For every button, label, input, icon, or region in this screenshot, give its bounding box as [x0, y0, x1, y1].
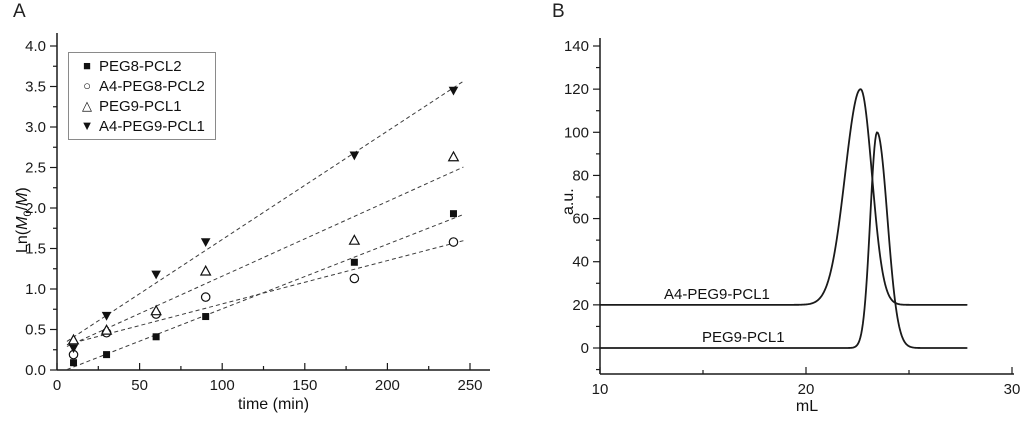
y-axis-label-ln: Ln(M0/M)	[14, 187, 34, 253]
legend-label: PEG8-PCL2	[99, 57, 182, 75]
kinetics-plot: 0 50 100 150 200 250 0.0 0.5 1.0 1.5 2.0 2.5 3.0 3.5 4…	[25, 33, 490, 394]
legend-label: A4-PEG8-PCL2	[99, 77, 205, 95]
y-tick-label: 40	[572, 254, 589, 271]
series-A4-PEG9-PCL1	[68, 86, 459, 354]
y-tick-label: 3.0	[25, 119, 46, 136]
series-PEG9-PCL1	[67, 150, 460, 345]
ylabel-part: 0	[22, 210, 35, 217]
fit-line-PEG8-PCL2	[66, 214, 464, 371]
circle-open-marker-icon: ○	[83, 78, 91, 93]
y-tick-label: 1.5	[25, 241, 46, 258]
y-tick-label: 80	[572, 167, 589, 184]
y-tick-label: 0.5	[25, 322, 46, 339]
ylabel-part: )	[14, 187, 31, 193]
gpc-curve-PEG9-PCL1	[599, 131, 968, 349]
fit-line-A4-PEG9-PCL1	[66, 80, 464, 342]
x-tick-label: 250	[457, 377, 482, 394]
x-tick-label: 200	[375, 377, 400, 394]
legend-label: A4-PEG9-PCL1	[99, 117, 205, 135]
ylabel-part: /	[14, 205, 31, 211]
legend-box: ■ PEG8-PCL2 ○ A4-PEG8-PCL2 △ PEG9-PCL1 ▼…	[68, 52, 216, 140]
ylabel-part: Ln(	[14, 229, 31, 253]
triangle-up-open-marker-icon: △	[82, 98, 92, 113]
series-A4-PEG8-PCL2	[68, 237, 459, 360]
legend-label: PEG9-PCL1	[99, 97, 182, 115]
y-tick-label: 1.0	[25, 281, 46, 298]
y-tick-label: 20	[572, 297, 589, 314]
axes: 10 20 30 0 20 40 60 80 100 120 140	[564, 38, 1020, 398]
y-tick-label: 0.0	[25, 362, 46, 379]
legend-entry-peg9-pcl1: △ PEG9-PCL1	[75, 96, 205, 116]
square-filled-marker-icon: ■	[83, 58, 91, 73]
x-tick-label: 150	[292, 377, 317, 394]
panel-a-letter: A	[13, 1, 26, 22]
x-axis-label-time: time (min)	[237, 396, 310, 413]
ylabel-part: M	[14, 216, 31, 230]
legend-entry-a4-peg9-pcl1: ▼ A4-PEG9-PCL1	[75, 116, 205, 136]
y-tick-label: 60	[572, 211, 589, 228]
fit-line-PEG9-PCL1	[66, 166, 464, 347]
y-tick-label: 120	[564, 81, 589, 98]
y-tick-label: 0	[581, 340, 589, 357]
legend-entry-a4-peg8-pcl2: ○ A4-PEG8-PCL2	[75, 76, 205, 96]
panel-b: 10 20 30 0 20 40 60 80 100 120 140 B A4-PEG9-PCL1 …	[512, 0, 1024, 424]
y-tick-label: 2.5	[25, 160, 46, 177]
curve-label-peg9-pcl1: PEG9-PCL1	[702, 329, 785, 346]
panel-a: 0 50 100 150 200 250 0.0 0.5 1.0 1.5 2.0 2.5 3.0 3.5 4…	[13, 1, 490, 413]
gpc-plot: 10 20 30 0 20 40 60 80 100 120 140	[564, 38, 1020, 398]
legend-entry-peg8-pcl2: ■ PEG8-PCL2	[75, 56, 205, 76]
panel-b-letter: B	[552, 1, 565, 22]
gpc-curve-A4-PEG9-PCL1	[599, 88, 968, 306]
fit-lines	[66, 80, 464, 371]
triangle-down-filled-marker-icon: ▼	[80, 118, 94, 133]
y-tick-label: 3.5	[25, 79, 46, 96]
axes: 0 50 100 150 200 250 0.0 0.5 1.0 1.5 2.0 2.5 3.0 3.5 4…	[25, 33, 490, 394]
ylabel-part: M	[14, 192, 31, 206]
y-tick-label: 2.0	[25, 200, 46, 217]
x-tick-label: 10	[592, 381, 609, 398]
x-tick-label: 30	[1004, 381, 1021, 398]
x-tick-label: 20	[798, 381, 815, 398]
y-axis-label-au: a.u.	[560, 188, 577, 215]
y-tick-label: 100	[564, 124, 589, 141]
x-axis-label-ml: mL	[795, 398, 819, 415]
y-tick-label: 4.0	[25, 38, 46, 55]
x-tick-label: 100	[210, 377, 235, 394]
fit-line-A4-PEG8-PCL2	[66, 240, 464, 346]
series-PEG8-PCL2	[70, 210, 457, 367]
curve-label-a4-peg9-pcl1: A4-PEG9-PCL1	[664, 286, 770, 303]
x-tick-label: 0	[53, 377, 61, 394]
y-tick-label: 140	[564, 38, 589, 55]
x-tick-label: 50	[131, 377, 148, 394]
